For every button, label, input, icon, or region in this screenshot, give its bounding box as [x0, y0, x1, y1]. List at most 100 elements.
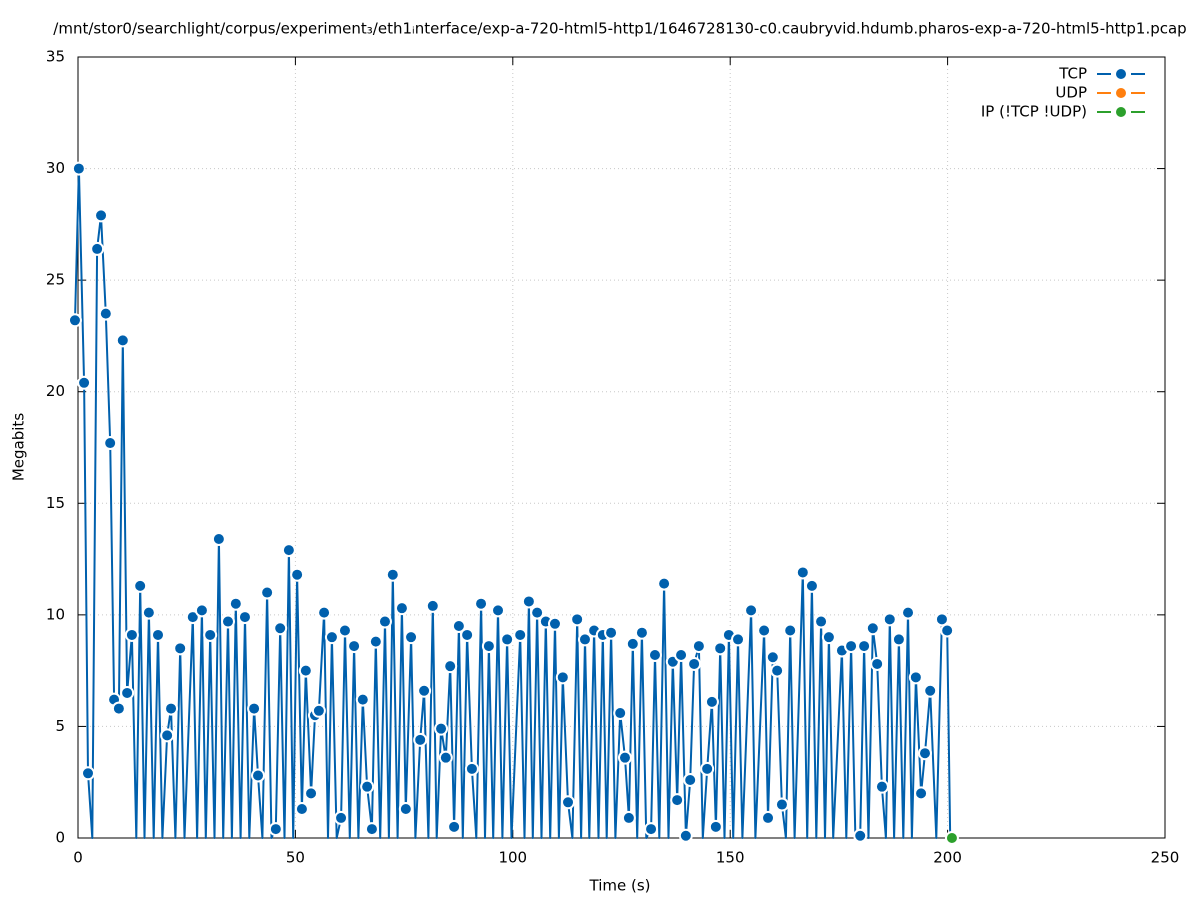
- data-point: [555, 670, 570, 685]
- x-tick-label: 250: [1151, 849, 1180, 867]
- data-point: [644, 822, 659, 837]
- data-point: [355, 692, 370, 707]
- data-point: [334, 810, 349, 825]
- data-point: [81, 766, 96, 781]
- data-point: [657, 576, 672, 591]
- data-point: [923, 683, 938, 698]
- data-point: [634, 625, 649, 640]
- y-tick-label: 0: [55, 829, 65, 847]
- y-tick-label: 30: [46, 159, 65, 177]
- data-point: [617, 750, 632, 765]
- data-point: [337, 623, 352, 638]
- data-point: [770, 663, 785, 678]
- data-point: [604, 625, 619, 640]
- data-point: [577, 632, 592, 647]
- data-point: [141, 605, 156, 620]
- data-point: [513, 627, 528, 642]
- data-point: [404, 630, 419, 645]
- data-point: [304, 786, 319, 801]
- data-point: [500, 632, 515, 647]
- x-tick-label: 150: [716, 849, 745, 867]
- data-point: [940, 623, 955, 638]
- data-point: [211, 531, 226, 546]
- y-tick-label: 10: [46, 605, 65, 623]
- data-point: [324, 630, 339, 645]
- y-tick-label: 25: [46, 271, 65, 289]
- data-point: [294, 801, 309, 816]
- data-point: [434, 721, 449, 736]
- data-point: [625, 636, 640, 651]
- data-point: [474, 596, 489, 611]
- data-point: [290, 567, 305, 582]
- data-point: [647, 648, 662, 663]
- x-axis-label: Time (s): [589, 877, 651, 895]
- data-point: [870, 656, 885, 671]
- data-point: [71, 161, 86, 176]
- data-point: [713, 641, 728, 656]
- data-point: [914, 786, 929, 801]
- data-point: [124, 627, 139, 642]
- y-tick-label: 35: [46, 48, 65, 66]
- legend-marker: [1114, 105, 1128, 119]
- data-point: [173, 641, 188, 656]
- data-point: [744, 603, 759, 618]
- data-point: [795, 565, 810, 580]
- data-point: [447, 819, 462, 834]
- legend-marker: [1114, 86, 1128, 100]
- data-point: [120, 685, 135, 700]
- data-point: [901, 605, 916, 620]
- data-point: [385, 567, 400, 582]
- data-point: [460, 627, 475, 642]
- data-point: [103, 436, 118, 451]
- data-point: [228, 596, 243, 611]
- plot-border: [77, 56, 1166, 839]
- data-point: [874, 779, 889, 794]
- data-point: [203, 627, 218, 642]
- data-point: [561, 795, 576, 810]
- data-point: [683, 772, 698, 787]
- data-point: [674, 648, 689, 663]
- data-point: [761, 810, 776, 825]
- data-point: [687, 656, 702, 671]
- data-point: [438, 750, 453, 765]
- data-point: [398, 801, 413, 816]
- series-line: [74, 167, 952, 839]
- data-point: [133, 578, 148, 593]
- data-point: [368, 634, 383, 649]
- data-point: [704, 694, 719, 709]
- legend-marker: [1114, 67, 1128, 81]
- data-point: [853, 828, 868, 843]
- data-point: [94, 208, 109, 223]
- data-point: [891, 632, 906, 647]
- data-point: [260, 585, 275, 600]
- data-point: [670, 793, 685, 808]
- data-point: [413, 732, 428, 747]
- data-point: [251, 768, 266, 783]
- data-point: [547, 616, 562, 631]
- data-point: [491, 603, 506, 618]
- chart-title: /mnt/stor0/searchlight/corpus/experiment…: [53, 20, 1186, 38]
- data-point: [464, 761, 479, 776]
- data-point: [67, 313, 82, 328]
- data-point: [111, 701, 126, 716]
- data-point: [708, 819, 723, 834]
- data-point: [857, 639, 872, 654]
- data-point: [417, 683, 432, 698]
- data-point: [311, 703, 326, 718]
- data-point: [530, 605, 545, 620]
- data-point: [613, 706, 628, 721]
- y-tick-label: 15: [46, 494, 65, 512]
- data-point: [443, 659, 458, 674]
- data-point: [194, 603, 209, 618]
- data-point: [757, 623, 772, 638]
- data-point: [98, 306, 113, 321]
- data-point: [700, 761, 715, 776]
- data-point: [691, 639, 706, 654]
- data-point: [774, 797, 789, 812]
- data-point: [844, 639, 859, 654]
- data-point: [917, 746, 932, 761]
- data-point: [160, 728, 175, 743]
- data-point: [481, 639, 496, 654]
